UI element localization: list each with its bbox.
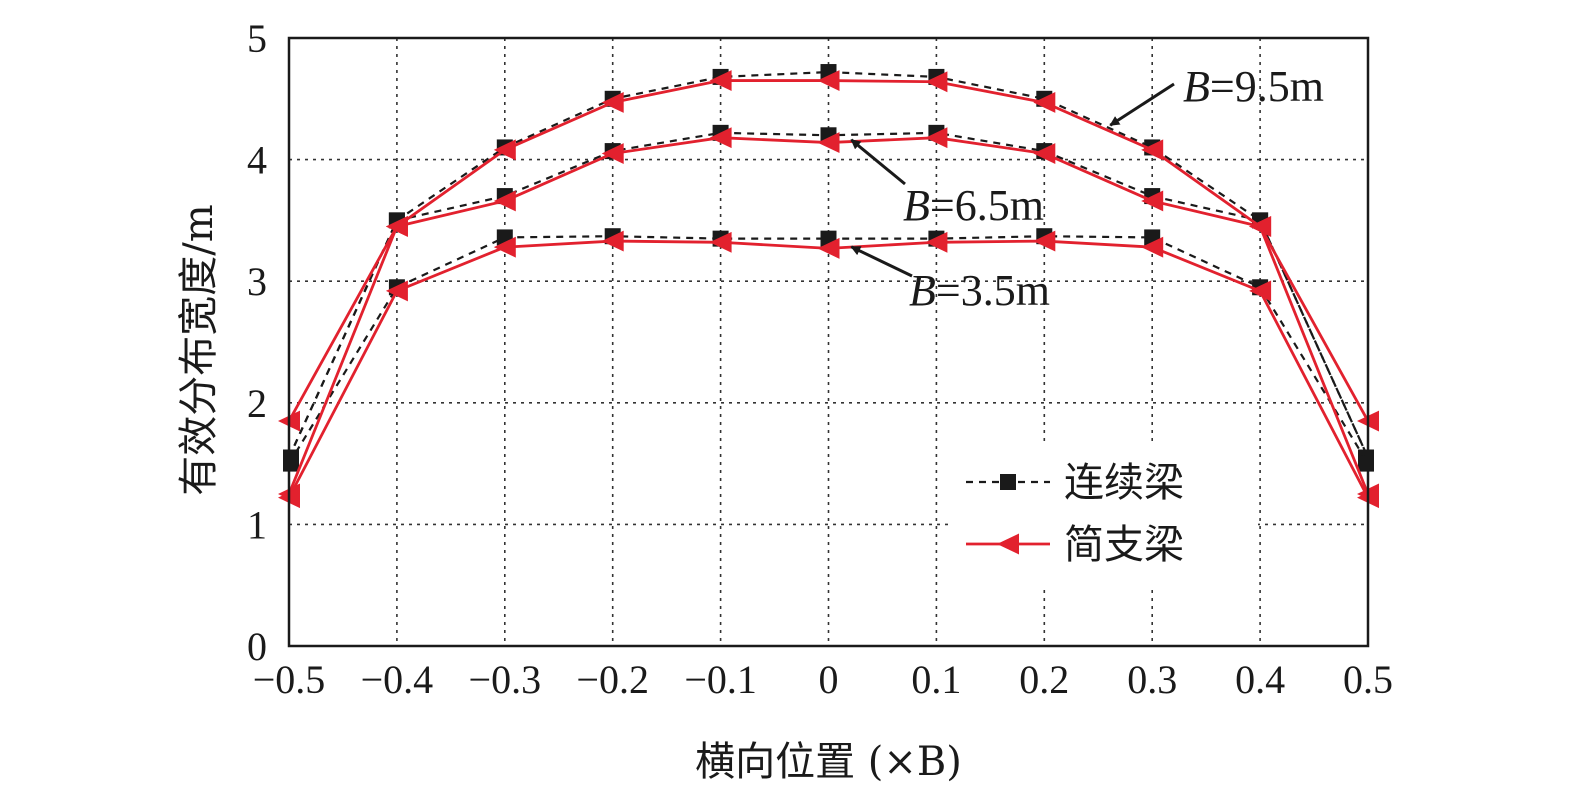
annotation-B=9.5m: B=9.5m <box>1109 62 1324 127</box>
annotation-label: B=9.5m <box>1183 62 1324 111</box>
x-tick-label: −0.3 <box>469 657 542 702</box>
y-tick-label: 3 <box>247 259 267 304</box>
x-tick-label: −0.1 <box>684 657 757 702</box>
annotation-arrow <box>850 138 906 186</box>
annotation-arrow <box>850 245 913 278</box>
y-tick-label: 1 <box>247 502 267 547</box>
annotation-B=6.5m: B=6.5m <box>850 138 1044 230</box>
data-point-triangle <box>601 230 624 252</box>
data-point-triangle <box>1033 230 1056 252</box>
x-tick-label: 0.1 <box>911 657 961 702</box>
data-point-triangle <box>1141 139 1164 161</box>
data-point-triangle <box>1033 143 1056 164</box>
data-point-triangle <box>709 127 732 149</box>
y-tick-label: 2 <box>247 381 267 426</box>
annotations: B=9.5m B=6.5m B=3.5m <box>850 62 1324 315</box>
data-point-triangle <box>817 70 840 92</box>
x-tick-label: 0.2 <box>1019 657 1069 702</box>
y-tick-label: 4 <box>247 138 267 183</box>
series-B=6.5m-simple <box>278 127 1379 505</box>
y-tick-label: 0 <box>247 624 267 669</box>
x-tick-label: −0.4 <box>361 657 434 702</box>
series-line <box>287 70 1370 458</box>
data-point-triangle <box>1141 190 1164 212</box>
annotation-B=3.5m: B=3.5m <box>850 245 1050 315</box>
data-point-triangle <box>493 139 516 161</box>
legend-marker <box>1000 474 1016 490</box>
x-tick-label: 0 <box>819 657 839 702</box>
data-point-triangle <box>1141 236 1164 258</box>
data-point-triangle <box>1033 91 1056 113</box>
y-tick-label: 5 <box>247 16 267 61</box>
data-point-triangle <box>817 132 840 154</box>
data-point-square <box>1358 455 1374 472</box>
data-point-triangle <box>385 216 408 237</box>
annotation-label: B=3.5m <box>909 266 1050 315</box>
legend-item: 连续梁 <box>966 460 1184 506</box>
x-axis-title: 横向位置 (×B) <box>695 739 962 785</box>
plot-frame <box>287 36 1370 648</box>
data-point-triangle <box>385 280 408 302</box>
x-tick-label: −0.2 <box>576 657 649 702</box>
data-point-triangle <box>925 231 948 253</box>
data-point-triangle <box>817 237 840 259</box>
data-point-triangle <box>709 231 732 253</box>
data-point-triangle <box>925 71 948 93</box>
x-tick-label: −0.5 <box>253 657 326 702</box>
annotation-arrow <box>1109 82 1175 127</box>
data-point-triangle <box>601 91 624 113</box>
x-tick-label: 0.4 <box>1235 657 1285 702</box>
legend-item: 简支梁 <box>966 522 1184 568</box>
data-point-triangle <box>1249 216 1272 237</box>
data-point-triangle <box>493 236 516 258</box>
data-point-triangle <box>925 127 948 149</box>
series-layer <box>278 64 1379 509</box>
x-tick-label: 0.3 <box>1127 657 1177 702</box>
legend-marker <box>997 533 1019 555</box>
annotation-label: B=6.5m <box>903 181 1044 230</box>
data-point-square <box>283 455 299 472</box>
data-point-triangle <box>601 143 624 164</box>
legend-label: 简支梁 <box>1064 522 1184 568</box>
data-point-triangle <box>1249 280 1272 302</box>
data-point-triangle <box>493 190 516 212</box>
legend-label: 连续梁 <box>1064 460 1184 506</box>
tick-labels: −0.5 −0.4 −0.3 −0.2 −0.1 0 0.1 0.2 0.3 0.4 0.5 0 1 2 3… <box>247 16 1393 702</box>
x-tick-label: 0.5 <box>1343 657 1393 702</box>
data-point-triangle <box>709 70 732 92</box>
legend-box <box>948 443 1258 585</box>
y-axis-title: 有效分布宽度/m <box>176 204 222 495</box>
series-B=3.5m-simple <box>278 230 1379 509</box>
